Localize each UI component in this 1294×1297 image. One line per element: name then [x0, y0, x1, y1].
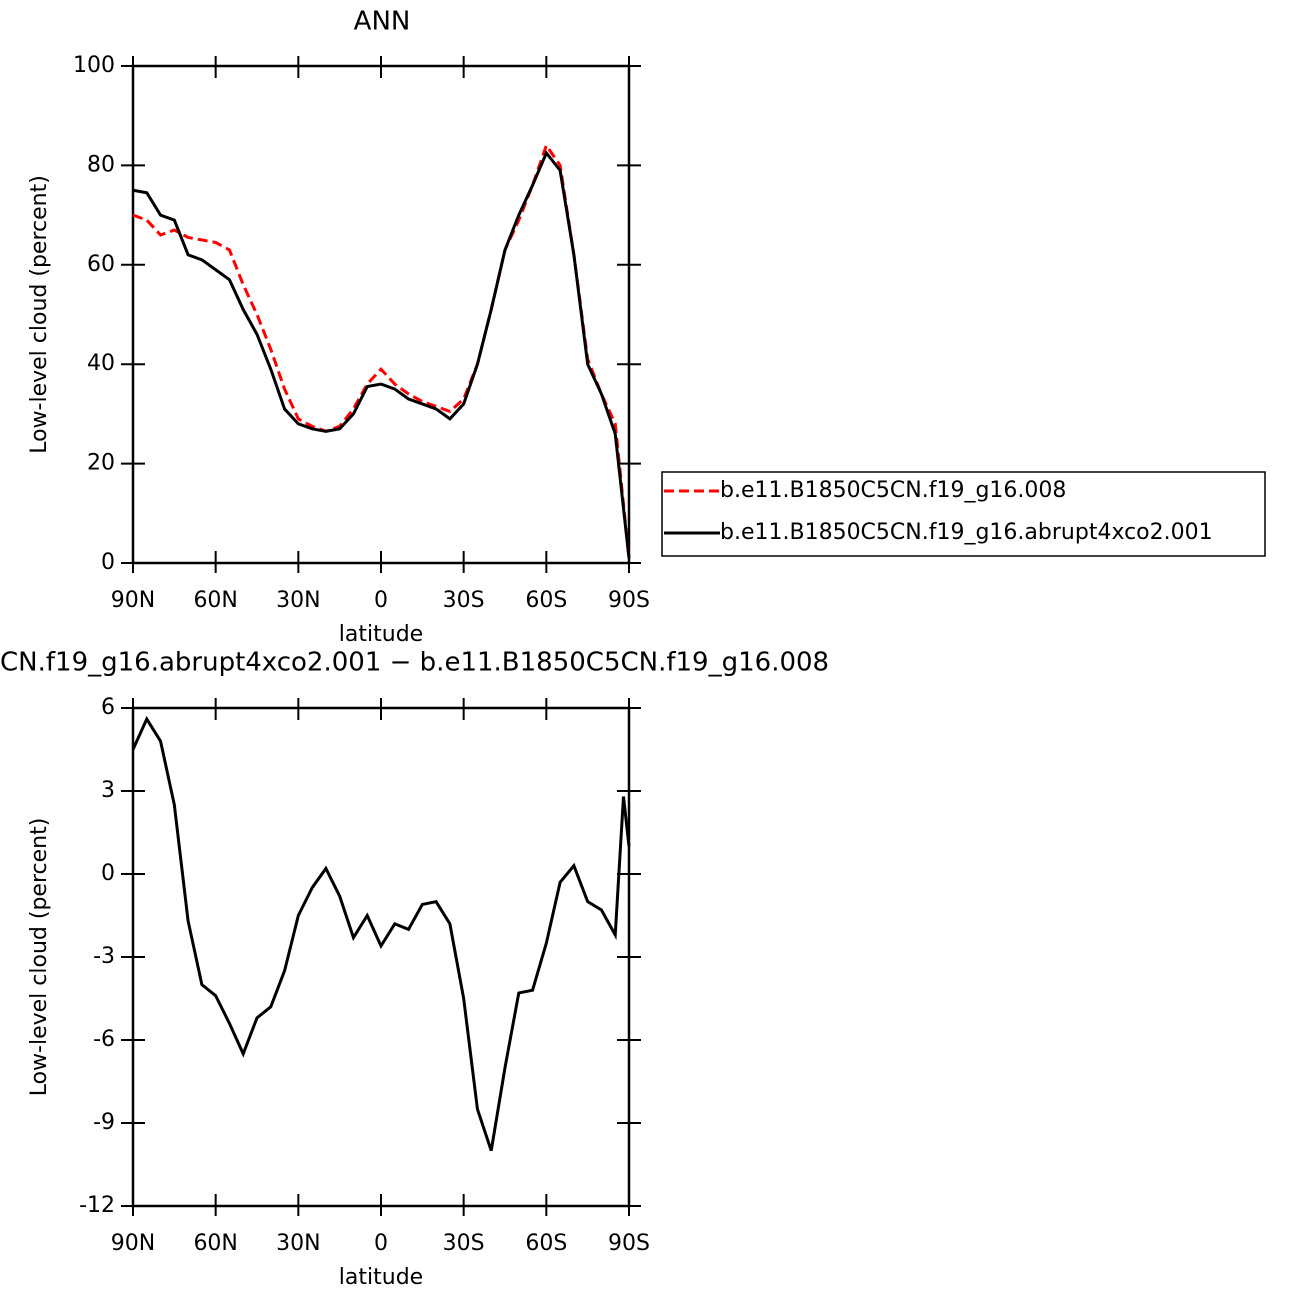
chart-title: ANN — [354, 7, 411, 37]
y-tick-label: -9 — [93, 1110, 115, 1135]
x-tick-label: 30S — [443, 1231, 485, 1256]
y-tick-label: -3 — [93, 944, 115, 969]
x-tick-label: 0 — [374, 1231, 388, 1256]
x-tick-label: 60N — [193, 588, 237, 613]
y-tick-label: 6 — [101, 695, 115, 720]
y-tick-label: 40 — [87, 351, 115, 376]
y-tick-label: 3 — [101, 778, 115, 803]
x-tick-label: 30N — [276, 588, 320, 613]
x-tick-label: 60S — [525, 588, 567, 613]
y-tick-label: 0 — [101, 861, 115, 886]
y-tick-label: 20 — [87, 451, 115, 476]
x-tick-label: 30N — [276, 1231, 320, 1256]
x-tick-label: 60S — [525, 1231, 567, 1256]
x-axis-label: latitude — [339, 622, 423, 647]
plot-frame — [131, 64, 631, 565]
x-tick-label: 60N — [193, 1231, 237, 1256]
y-tick-label: 0 — [101, 550, 115, 575]
legend-label: b.e11.B1850C5CN.f19_g16.008 — [720, 478, 1066, 503]
x-tick-label: 90N — [111, 1231, 155, 1256]
data-line — [132, 142, 631, 559]
y-tick-label: 60 — [87, 252, 115, 277]
x-tick-label: 90S — [608, 1231, 650, 1256]
y-tick-label: 80 — [87, 152, 115, 177]
data-line — [132, 150, 631, 559]
x-tick-label: 0 — [374, 588, 388, 613]
chart-title: CN.f19_g16.abrupt4xco2.001 − b.e11.B1850… — [0, 648, 829, 678]
y-axis-label: Low-level cloud (percent) — [27, 175, 52, 454]
x-tick-label: 30S — [443, 588, 485, 613]
legend-label: b.e11.B1850C5CN.f19_g16.abrupt4xco2.001 — [720, 520, 1213, 545]
x-axis-label: latitude — [339, 1265, 423, 1290]
y-tick-label: -12 — [79, 1193, 115, 1218]
y-tick-label: -6 — [93, 1027, 115, 1052]
legend-box — [661, 471, 1266, 557]
plot-frame — [131, 706, 631, 1208]
x-tick-label: 90S — [608, 588, 650, 613]
data-line — [131, 715, 631, 1152]
y-axis-label: Low-level cloud (percent) — [27, 818, 52, 1097]
x-tick-label: 90N — [111, 588, 155, 613]
y-tick-label: 100 — [73, 53, 115, 78]
